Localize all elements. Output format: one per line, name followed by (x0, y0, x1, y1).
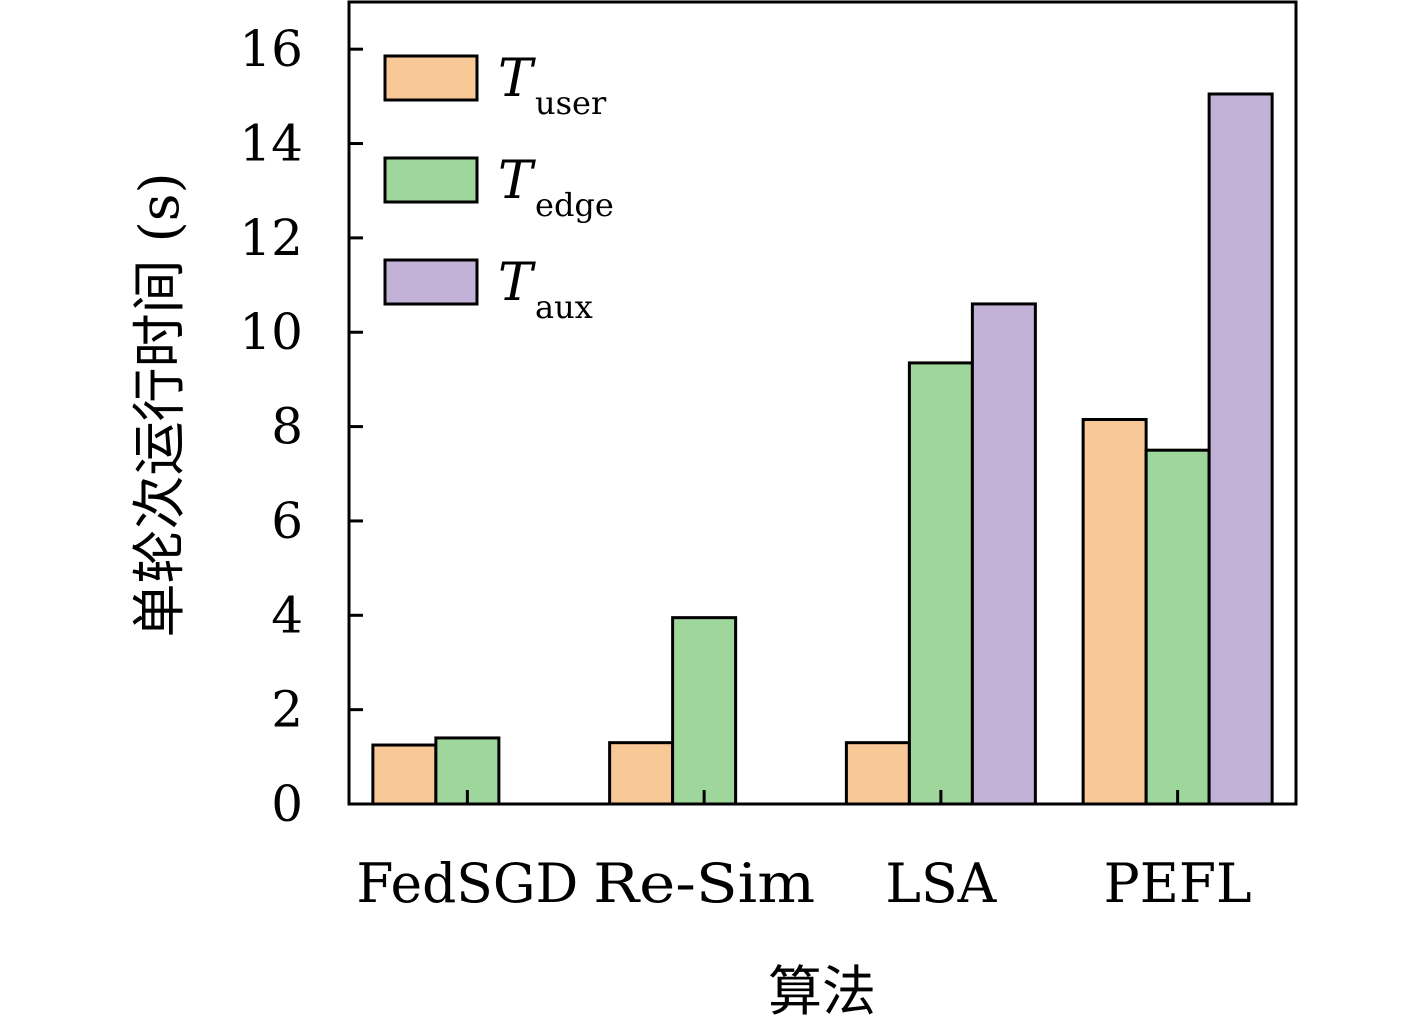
x-ticks-group (465, 790, 1180, 804)
legend-label-user: T (498, 49, 536, 109)
bar-pefl-edge (1144, 448, 1211, 806)
y-tick-label: 14 (239, 115, 303, 173)
x-axis-title: 算法 (768, 960, 876, 1023)
legend-label-aux: T (498, 253, 536, 313)
legend-subscript-edge: edge (535, 186, 614, 224)
category-labels-group: FedSGD Re-Sim LSA PEFL (356, 852, 1251, 915)
x-tick-label-fedsgd: FedSGD (356, 852, 578, 915)
bar-lsa-aux (970, 302, 1037, 806)
y-axis-title: 单轮次运行时间 (s) (128, 172, 191, 637)
legend-swatch-aux (383, 258, 479, 306)
x-tick-label-lsa: LSA (885, 852, 997, 915)
bar-fedsgd-user (371, 743, 438, 806)
bar-re-sim-user (608, 741, 675, 806)
y-tick-label: 10 (239, 303, 303, 361)
bar-lsa-edge (907, 361, 974, 806)
bars-group (371, 92, 1274, 806)
y-tick-label: 0 (271, 775, 303, 833)
y-tick-label: 8 (271, 398, 303, 456)
bar-pefl-aux (1207, 92, 1274, 806)
y-tick-label: 12 (239, 209, 303, 267)
legend-swatch-user (383, 54, 479, 102)
y-ticks-group: 0 2 4 6 8 10 12 14 16 (239, 20, 363, 833)
y-tick-label: 16 (239, 20, 303, 78)
bar-pefl-user (1081, 418, 1148, 806)
plot-frame (347, 0, 1298, 806)
x-tick-label-pefl: PEFL (1104, 852, 1252, 915)
legend-swatch-edge (383, 156, 479, 204)
x-tick-label-re-sim: Re-Sim (593, 852, 815, 915)
legend-label-edge: T (498, 151, 536, 211)
legend-subscript-user: user (535, 84, 607, 122)
bar-lsa-user (844, 741, 911, 806)
y-tick-label: 4 (271, 586, 303, 644)
y-tick-label: 2 (271, 681, 303, 739)
legend-subscript-aux: aux (535, 288, 593, 326)
bar-re-sim-edge (671, 616, 738, 806)
y-tick-label: 6 (271, 492, 303, 550)
